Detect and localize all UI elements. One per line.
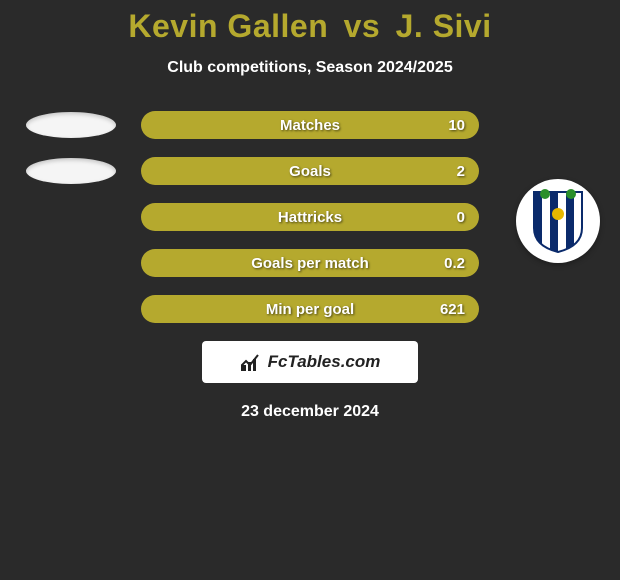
stat-bar: Hattricks 0 [141,203,479,231]
club-crest-a-placeholder[interactable] [26,112,116,138]
stat-row: Goals per match 0.2 [0,249,620,277]
brand-chart-icon [240,351,262,373]
stat-right-value: 2 [447,163,465,180]
date: 23 december 2024 [0,403,620,421]
stat-bar: Matches 10 [141,111,479,139]
stat-row: Min per goal 621 [0,295,620,323]
page-title: Kevin Gallen vs J. Sivi [0,8,620,45]
vs-word: vs [344,8,381,44]
stat-row: Matches 10 [0,111,620,139]
club-crest-a-placeholder[interactable] [26,158,116,184]
player-b-name[interactable]: J. Sivi [396,8,492,44]
subtitle: Club competitions, Season 2024/2025 [0,59,620,77]
stat-right-value: 0.2 [444,255,465,272]
player-a-name[interactable]: Kevin Gallen [128,8,328,44]
stat-label: Hattricks [278,209,342,226]
crest-slot-a [21,112,121,138]
stat-right-value: 0 [447,209,465,226]
club-crest-b[interactable] [516,179,600,263]
stat-bar: Min per goal 621 [141,295,479,323]
stat-bar: Goals 2 [141,157,479,185]
crest-slot-a [21,158,121,184]
stat-bar: Goals per match 0.2 [141,249,479,277]
stat-label: Goals [289,163,331,180]
stat-label: Matches [280,117,340,134]
stat-label: Goals per match [251,255,369,272]
shield-icon [530,188,586,254]
stat-right-value: 10 [447,117,465,134]
brand-badge[interactable]: FcTables.com [202,341,418,383]
stat-right-value: 621 [440,301,465,318]
brand-text: FcTables.com [268,352,381,372]
stat-label: Min per goal [266,301,354,318]
stat-row: Goals 2 [0,157,620,185]
